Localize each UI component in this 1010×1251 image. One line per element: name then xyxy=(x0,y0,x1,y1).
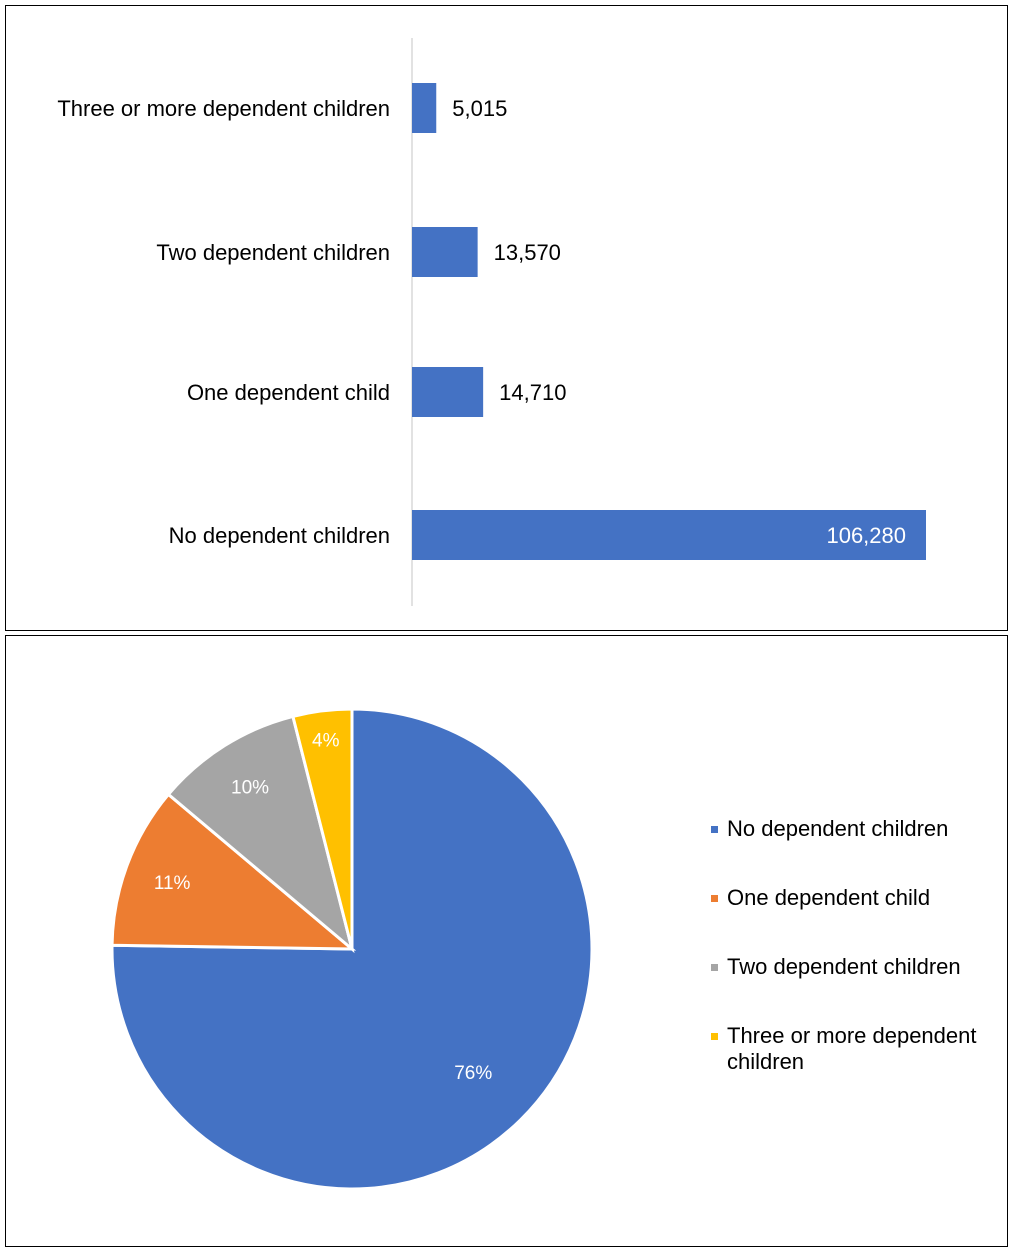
pie-slice xyxy=(110,792,357,951)
legend-label: No dependent children xyxy=(727,816,949,841)
bar xyxy=(412,227,478,277)
bar xyxy=(412,510,926,560)
data-label: 5,015 xyxy=(452,96,507,121)
data-label: 106,280 xyxy=(826,523,906,548)
data-label: 14,710 xyxy=(499,380,566,405)
legend-label: Three or more dependent children xyxy=(727,1023,977,1074)
category-label: Three or more dependent children xyxy=(57,96,390,121)
pie-slice xyxy=(110,707,594,1191)
legend-item: One dependent child xyxy=(711,885,1006,954)
category-label: Two dependent children xyxy=(156,240,390,265)
legend-swatch xyxy=(711,1033,718,1040)
pie-slice xyxy=(291,707,354,950)
pie-data-label: 4% xyxy=(312,730,340,751)
legend-swatch xyxy=(711,895,718,902)
legend-swatch xyxy=(711,826,718,833)
pie-data-label: 76% xyxy=(454,1063,492,1084)
data-label: 13,570 xyxy=(494,240,561,265)
category-label: One dependent child xyxy=(187,380,390,405)
legend-label: One dependent child xyxy=(727,885,931,910)
pie-chart-panel: 76% 11% 10% 4% No dependent children One de… xyxy=(5,635,1008,1247)
pie-chart: 76% 11% 10% 4% xyxy=(110,707,594,1191)
bar xyxy=(412,83,437,133)
legend-label: Two dependent children xyxy=(727,954,961,979)
bar xyxy=(412,367,484,417)
legend-item: Three or more dependent children xyxy=(711,1023,1006,1092)
pie-slice xyxy=(166,714,355,954)
pie-data-label: 10% xyxy=(231,777,269,798)
category-label: No dependent children xyxy=(169,523,390,548)
pie-legend: No dependent children One dependent chil… xyxy=(711,816,1006,1092)
bar-chart-panel: No dependent children 106,280 One dependen… xyxy=(5,5,1008,631)
legend-swatch xyxy=(711,964,718,971)
pie-data-label: 11% xyxy=(154,873,191,894)
legend-item: Two dependent children xyxy=(711,954,1006,1023)
bar-chart: No dependent children 106,280 One dependen… xyxy=(57,38,926,606)
legend-item: No dependent children xyxy=(711,816,1006,885)
